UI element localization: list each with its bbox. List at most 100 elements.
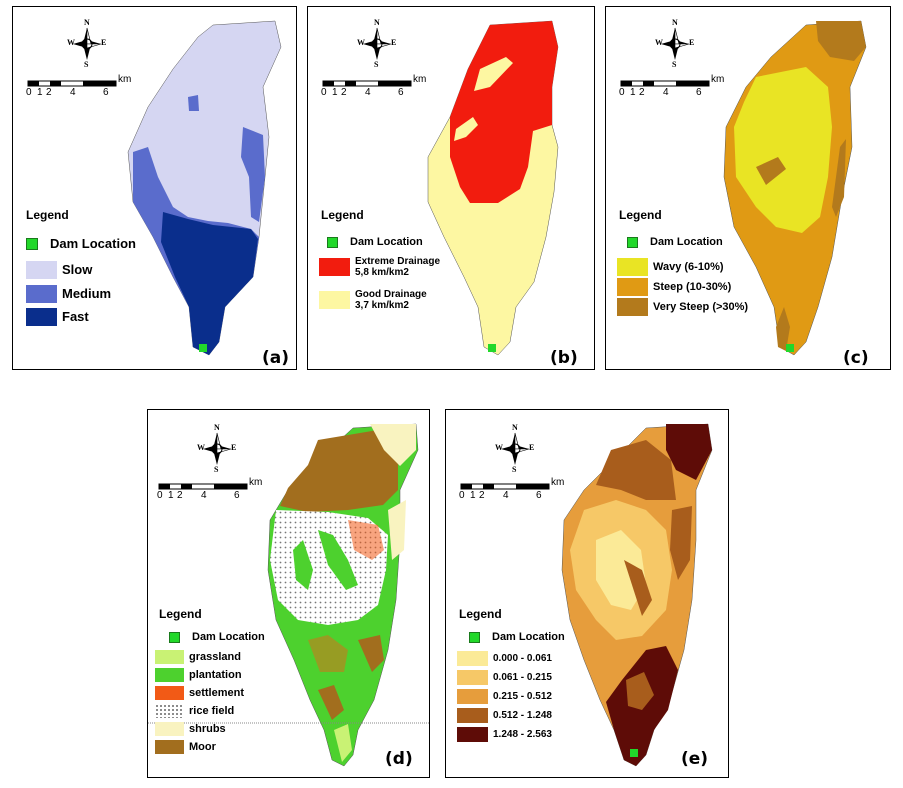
dam-location-label: Dam Location bbox=[492, 631, 565, 643]
compass-east-label: E bbox=[231, 443, 237, 452]
compass-east-label: E bbox=[101, 38, 107, 47]
legend-label-main: Steep (10-30%) bbox=[653, 280, 732, 293]
legend-label: Medium bbox=[62, 286, 111, 301]
scale-tick-label: 0 bbox=[157, 490, 163, 501]
legend-item: settlement bbox=[155, 686, 244, 700]
map-d-watershed bbox=[148, 423, 429, 767]
legend-label: 0.512 - 1.248 bbox=[493, 710, 552, 721]
scale-tick-label: 0 bbox=[619, 87, 625, 98]
legend-title: Legend bbox=[321, 208, 364, 222]
legend-swatch bbox=[457, 689, 488, 704]
legend-item: plantation bbox=[155, 668, 242, 682]
scale-tick-label: 4 bbox=[70, 87, 76, 98]
compass-south-label: S bbox=[672, 60, 677, 69]
legend-label-main: rice field bbox=[189, 704, 235, 717]
scale-tick-label: 0 bbox=[321, 87, 327, 98]
compass-rose-icon: N S W E bbox=[357, 18, 397, 70]
legend-swatch bbox=[617, 278, 648, 296]
dam-location-label: Dam Location bbox=[650, 236, 723, 248]
legend-dam-location: Dam Location bbox=[469, 631, 565, 643]
compass-rose-icon: N S W E bbox=[67, 18, 107, 70]
scale-tick-label: 1 bbox=[630, 87, 636, 98]
legend-swatch bbox=[457, 708, 488, 723]
compass-rose-icon: N S W E bbox=[197, 423, 237, 475]
legend-label-main: grassland bbox=[189, 650, 241, 663]
scale-bar: km 0 1 2 4 6 bbox=[26, 74, 146, 100]
legend-label-main: Moor bbox=[189, 740, 216, 753]
legend-title: Legend bbox=[619, 208, 662, 222]
legend-item: Steep (10-30%) bbox=[617, 278, 731, 296]
legend-label-main: 0.215 - 0.512 bbox=[493, 691, 552, 702]
legend-label: 0.215 - 0.512 bbox=[493, 691, 552, 702]
legend-swatch bbox=[26, 308, 57, 326]
compass-west-label: W bbox=[67, 38, 75, 47]
legend-swatch bbox=[155, 686, 184, 700]
legend-item: shrubs bbox=[155, 722, 226, 736]
scale-tick-label: 6 bbox=[536, 490, 542, 501]
scale-tick-label: 2 bbox=[177, 490, 183, 501]
legend-swatch bbox=[155, 668, 184, 682]
legend-label: 0.061 - 0.215 bbox=[493, 672, 552, 683]
scale-tick-label: 4 bbox=[663, 87, 669, 98]
legend-item: Slow bbox=[26, 261, 92, 279]
scale-tick-label: 4 bbox=[365, 87, 371, 98]
legend-item: Medium bbox=[26, 285, 111, 303]
scale-bar: km 0 1 2 4 6 bbox=[619, 74, 739, 100]
legend-label-main: Extreme Drainage bbox=[355, 256, 441, 267]
scale-bar: km 0 1 2 4 6 bbox=[321, 74, 441, 100]
legend-label-main: Very Steep (>30%) bbox=[653, 300, 749, 313]
map-panel-a bbox=[12, 6, 297, 370]
legend-label-main: 0.061 - 0.215 bbox=[493, 672, 552, 683]
compass-west-label: W bbox=[357, 38, 365, 47]
legend-item: Good Drainage 3,7 km/km2 bbox=[319, 289, 427, 311]
compass-east-label: E bbox=[529, 443, 535, 452]
legend-title: Legend bbox=[26, 208, 69, 222]
legend-swatch bbox=[617, 258, 648, 276]
legend-item: 0.000 - 0.061 bbox=[457, 651, 552, 666]
legend-item: rice field bbox=[155, 704, 234, 718]
dam-location-icon bbox=[327, 236, 338, 248]
scale-bar: km 0 1 2 4 6 bbox=[459, 477, 579, 503]
map-panel-d bbox=[147, 409, 430, 778]
scale-tick-label: 4 bbox=[503, 490, 509, 501]
legend-label-main: 0.000 - 0.061 bbox=[493, 653, 552, 664]
map-c-watershed bbox=[723, 20, 867, 356]
scale-tick-label: 6 bbox=[234, 490, 240, 501]
legend-label: settlement bbox=[189, 687, 244, 699]
legend-swatch bbox=[26, 285, 57, 303]
legend-label: 0.000 - 0.061 bbox=[493, 653, 552, 664]
legend-label-main: Fast bbox=[62, 308, 89, 324]
compass-west-label: W bbox=[197, 443, 205, 452]
legend-item: 0.512 - 1.248 bbox=[457, 708, 552, 723]
legend-label: Steep (10-30%) bbox=[653, 281, 731, 293]
legend-dam-location: Dam Location bbox=[327, 236, 423, 248]
legend-swatch bbox=[319, 291, 350, 309]
legend-title: Legend bbox=[159, 607, 202, 621]
legend-label-main: plantation bbox=[189, 668, 242, 681]
scale-tick-label: 6 bbox=[696, 87, 702, 98]
scale-tick-label: 1 bbox=[332, 87, 338, 98]
scale-tick-label: 4 bbox=[201, 490, 207, 501]
panel-letter: (c) bbox=[843, 348, 869, 368]
scale-tick-label: 1 bbox=[37, 87, 43, 98]
scale-unit-label: km bbox=[551, 477, 565, 488]
compass-south-label: S bbox=[214, 465, 219, 474]
legend-item: 1.248 - 2.563 bbox=[457, 727, 552, 742]
scale-tick-label: 1 bbox=[168, 490, 174, 501]
legend-swatch bbox=[457, 651, 488, 666]
compass-west-label: W bbox=[655, 38, 663, 47]
legend-dam-location: Dam Location bbox=[26, 236, 136, 251]
map-panel-b bbox=[307, 6, 595, 370]
legend-swatch bbox=[457, 727, 488, 742]
compass-east-label: E bbox=[391, 38, 397, 47]
legend-swatch bbox=[155, 704, 184, 718]
legend-swatch bbox=[155, 722, 184, 736]
map-a-watershed bbox=[127, 20, 282, 356]
legend-label: Slow bbox=[62, 261, 93, 277]
legend-label: Wavy (6-10%) bbox=[653, 261, 724, 273]
legend-label-main: Slow bbox=[62, 261, 93, 277]
compass-north-label: N bbox=[374, 18, 380, 27]
compass-north-label: N bbox=[512, 423, 518, 432]
map-panel-e bbox=[445, 409, 729, 778]
dam-location-icon bbox=[627, 236, 638, 248]
